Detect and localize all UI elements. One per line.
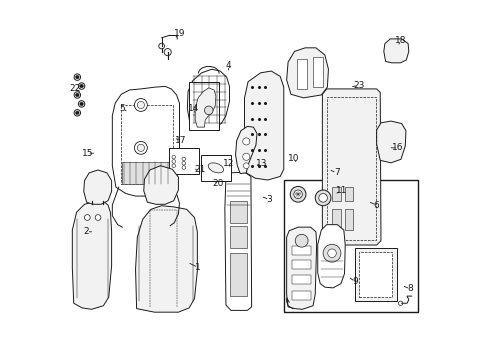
Polygon shape — [286, 227, 316, 309]
Circle shape — [243, 163, 248, 168]
Circle shape — [137, 144, 144, 152]
Text: 20: 20 — [212, 179, 224, 188]
Circle shape — [80, 102, 83, 106]
Circle shape — [323, 244, 340, 262]
Bar — [168, 148, 199, 174]
Circle shape — [327, 249, 336, 257]
Text: 7: 7 — [333, 168, 339, 177]
Bar — [291, 260, 311, 269]
Polygon shape — [322, 89, 380, 245]
Bar — [344, 208, 353, 230]
Circle shape — [137, 102, 144, 109]
Text: 17: 17 — [175, 136, 186, 145]
Polygon shape — [376, 121, 405, 163]
Polygon shape — [72, 202, 111, 309]
Circle shape — [75, 75, 79, 79]
Text: 10: 10 — [287, 154, 299, 163]
Text: 6: 6 — [373, 201, 379, 210]
Text: 14: 14 — [188, 104, 199, 113]
Bar — [354, 248, 396, 301]
Text: 4: 4 — [225, 61, 231, 70]
Circle shape — [134, 141, 147, 154]
Text: 3: 3 — [266, 195, 272, 204]
Polygon shape — [195, 88, 216, 127]
Text: 12: 12 — [222, 159, 234, 168]
Polygon shape — [224, 172, 251, 310]
Text: 9: 9 — [352, 277, 357, 286]
Bar — [331, 208, 340, 230]
Circle shape — [315, 190, 330, 206]
Text: 18: 18 — [394, 36, 405, 45]
Bar — [230, 202, 247, 223]
Bar — [283, 180, 417, 312]
Bar — [291, 246, 311, 255]
Polygon shape — [112, 86, 179, 196]
Ellipse shape — [208, 163, 223, 173]
Circle shape — [290, 186, 305, 202]
Polygon shape — [187, 69, 229, 128]
Text: 23: 23 — [352, 81, 364, 90]
Bar — [297, 59, 307, 89]
Circle shape — [95, 215, 101, 220]
Text: 11: 11 — [335, 186, 346, 195]
Text: 16: 16 — [391, 143, 403, 152]
Bar — [201, 155, 231, 181]
Bar — [331, 187, 340, 202]
Bar — [230, 226, 247, 248]
Circle shape — [75, 93, 79, 97]
Text: 13: 13 — [255, 159, 267, 168]
Bar — [291, 291, 311, 300]
Circle shape — [75, 111, 79, 114]
Polygon shape — [383, 39, 408, 63]
Bar — [121, 105, 173, 184]
Text: 8: 8 — [407, 284, 413, 293]
Bar — [326, 97, 375, 240]
Polygon shape — [286, 48, 328, 98]
Circle shape — [318, 194, 326, 202]
Polygon shape — [83, 170, 111, 204]
Circle shape — [295, 234, 307, 247]
Polygon shape — [244, 71, 283, 180]
Circle shape — [242, 138, 249, 145]
Bar — [230, 253, 247, 296]
Circle shape — [242, 153, 249, 160]
Bar — [291, 275, 311, 284]
Polygon shape — [143, 166, 178, 204]
Text: 15: 15 — [81, 149, 93, 158]
Polygon shape — [135, 206, 197, 312]
Text: 21: 21 — [194, 165, 205, 174]
Text: 22: 22 — [69, 84, 81, 93]
Circle shape — [159, 43, 164, 49]
Bar — [122, 162, 170, 184]
Circle shape — [164, 49, 171, 56]
Text: 1: 1 — [195, 263, 201, 272]
Circle shape — [204, 106, 213, 114]
Circle shape — [134, 99, 147, 111]
Text: 19: 19 — [173, 29, 185, 38]
Text: 2: 2 — [83, 227, 89, 236]
Circle shape — [84, 215, 90, 220]
Bar — [358, 252, 391, 297]
Bar — [344, 187, 353, 202]
Polygon shape — [317, 225, 345, 288]
Circle shape — [80, 84, 83, 88]
Polygon shape — [235, 126, 257, 174]
Bar — [313, 57, 323, 87]
Text: 5: 5 — [119, 104, 125, 113]
Circle shape — [293, 190, 302, 199]
Bar — [189, 82, 219, 130]
